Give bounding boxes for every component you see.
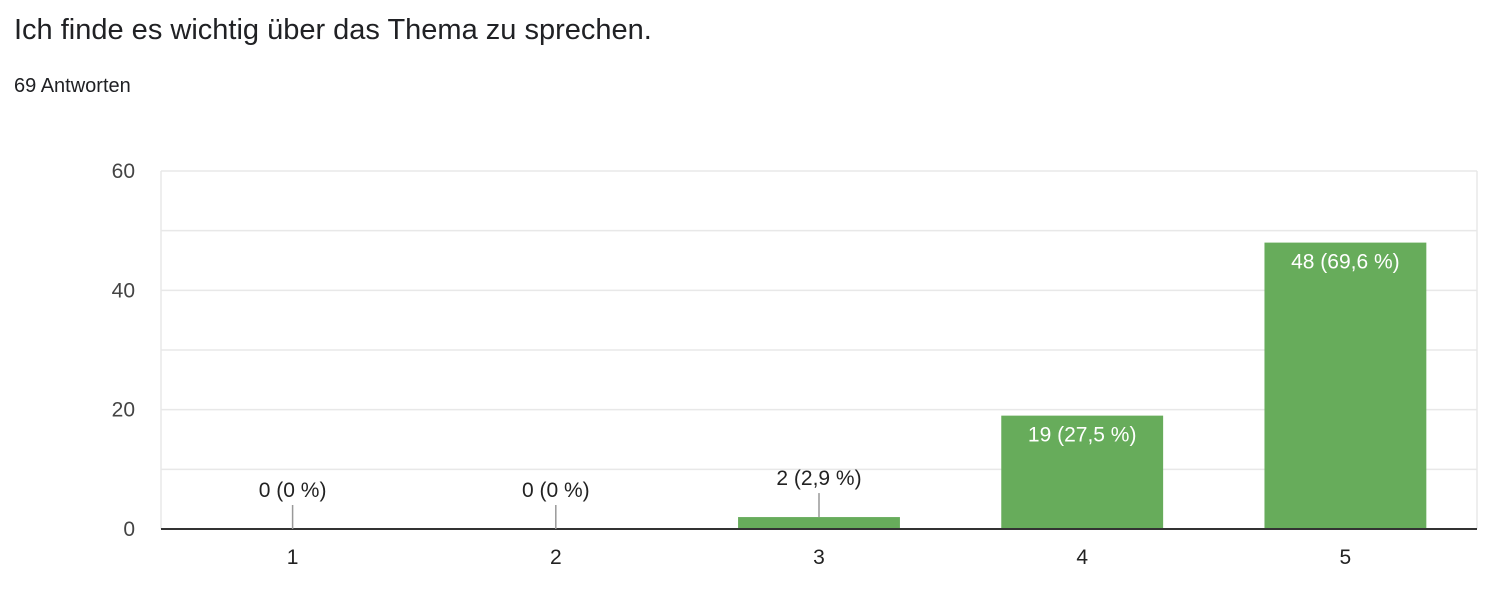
axes: 0 20 40 60 1 2 3 4 5 [112, 160, 1477, 569]
data-label: 0 (0 %) [259, 479, 327, 502]
x-tick-label: 2 [550, 546, 562, 569]
grid-lines [160, 170, 1478, 529]
bar-4 [1001, 415, 1164, 529]
y-tick-label: 40 [112, 279, 135, 302]
data-label: 0 (0 %) [522, 479, 590, 502]
response-count: 69 Antworten [14, 75, 131, 97]
bars [738, 242, 1427, 529]
question-title: Ich finde es wichtig über das Thema zu s… [14, 14, 652, 46]
x-tick-label: 1 [287, 546, 299, 569]
x-tick-label: 4 [1076, 546, 1088, 569]
x-tick-label: 5 [1340, 546, 1352, 569]
y-tick-label: 0 [123, 518, 135, 541]
data-label: 19 (27,5 %) [1028, 424, 1137, 447]
y-tick-label: 60 [112, 160, 135, 183]
data-labels: 0 (0 %) 0 (0 %) 2 (2,9 %) 19 (27,5 %) 48 (69… [259, 251, 1400, 529]
x-tick-label: 3 [813, 546, 825, 569]
y-tick-label: 20 [112, 399, 135, 422]
data-label: 2 (2,9 %) [776, 467, 861, 490]
data-label: 48 (69,6 %) [1291, 251, 1400, 274]
bar-3 [738, 517, 900, 529]
bar-5 [1264, 242, 1427, 529]
